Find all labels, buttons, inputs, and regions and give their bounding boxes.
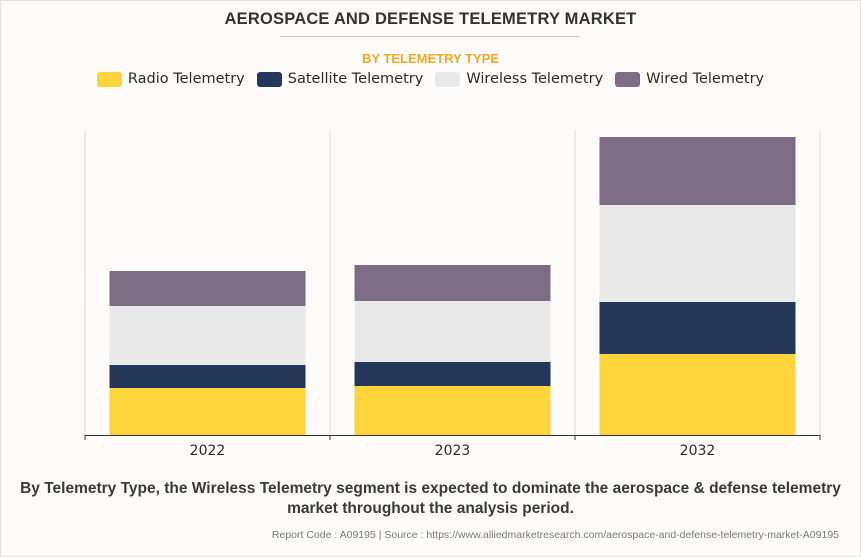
legend-label: Satellite Telemetry bbox=[287, 71, 424, 87]
legend: Radio Telemetry Satellite Telemetry Wire… bbox=[0, 71, 861, 87]
legend-swatch-wireless bbox=[435, 71, 461, 87]
bar-segment-radio-telemetry-2023 bbox=[354, 386, 551, 435]
bar-segment-wireless-telemetry-2023 bbox=[354, 301, 551, 362]
chart-caption: By Telemetry Type, the Wireless Telemetr… bbox=[20, 480, 841, 517]
bar-segment-radio-telemetry-2032 bbox=[599, 354, 796, 435]
legend-item-satellite-telemetry: Satellite Telemetry bbox=[256, 71, 424, 87]
source-note: Report Code : A09195 | Source : https://… bbox=[271, 529, 839, 541]
bar-segment-wired-telemetry-2023 bbox=[354, 265, 551, 301]
bars bbox=[109, 137, 796, 435]
legend-swatch-radio bbox=[96, 71, 122, 87]
x-tick-label: 2023 bbox=[435, 443, 471, 459]
bar-segment-satellite-telemetry-2023 bbox=[354, 362, 551, 386]
bar-segment-wireless-telemetry-2022 bbox=[109, 306, 306, 365]
legend-label: Wired Telemetry bbox=[646, 71, 765, 87]
bar-segment-satellite-telemetry-2032 bbox=[599, 302, 796, 354]
legend-swatch-satellite bbox=[256, 71, 282, 87]
legend-item-radio-telemetry: Radio Telemetry bbox=[96, 71, 245, 87]
x-axis bbox=[84, 435, 821, 440]
legend-item-wireless-telemetry: Wireless Telemetry bbox=[435, 71, 603, 87]
bar-segment-wired-telemetry-2032 bbox=[599, 137, 796, 205]
bar-segment-satellite-telemetry-2022 bbox=[109, 365, 306, 388]
legend-swatch-wired bbox=[615, 71, 641, 87]
x-tick-label: 2032 bbox=[680, 443, 716, 459]
chart-subtitle: BY TELEMETRY TYPE bbox=[361, 51, 499, 66]
chart-title: AEROSPACE AND DEFENSE TELEMETRY MARKET bbox=[224, 10, 637, 28]
gridlines bbox=[84, 130, 821, 435]
bar-segment-wired-telemetry-2022 bbox=[109, 271, 306, 306]
bar-segment-radio-telemetry-2022 bbox=[109, 388, 306, 435]
x-tick-labels: 2022 2023 2032 bbox=[190, 443, 716, 459]
legend-label: Radio Telemetry bbox=[127, 71, 245, 87]
x-tick-label: 2022 bbox=[190, 443, 226, 459]
legend-item-wired-telemetry: Wired Telemetry bbox=[615, 71, 764, 87]
legend-label: Wireless Telemetry bbox=[466, 71, 604, 87]
bar-segment-wireless-telemetry-2032 bbox=[599, 205, 796, 302]
title-divider bbox=[280, 36, 580, 37]
